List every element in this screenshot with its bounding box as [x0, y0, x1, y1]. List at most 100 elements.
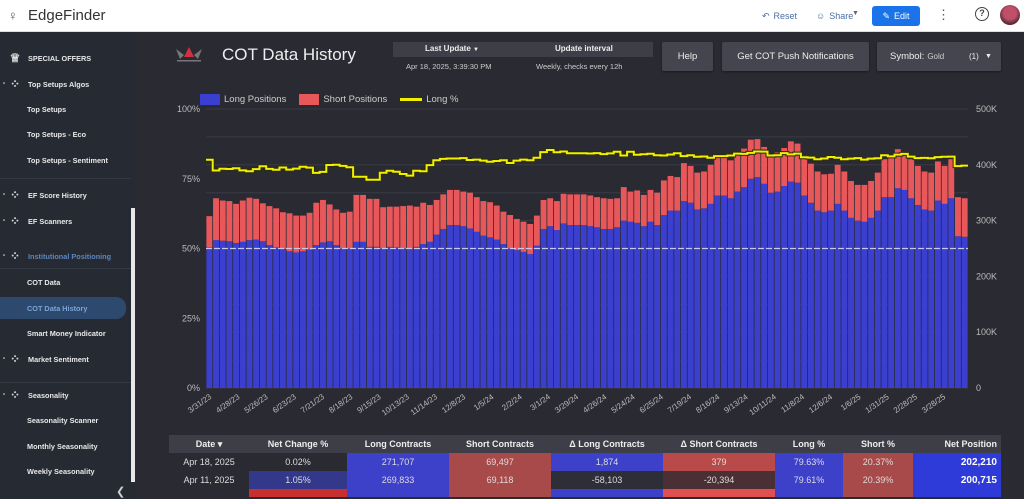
- sidebar-item-weekly-seasonality[interactable]: Weekly Seasonality: [0, 463, 131, 479]
- column-header[interactable]: Short %: [860, 439, 895, 449]
- sidebar-item-smart-money-indicator[interactable]: Smart Money Indicator: [0, 325, 131, 341]
- sidebar-scrollbar[interactable]: [131, 208, 135, 482]
- bar-long: [680, 201, 687, 388]
- right-axis-tick-label: 500K: [976, 104, 997, 114]
- bar-short: [854, 184, 861, 221]
- bar-long: [553, 230, 560, 388]
- sidebar-item-top-setups-sentiment[interactable]: Top Setups - Sentiment: [0, 152, 131, 168]
- sidebar-item-ef-scanners[interactable]: • ⁘ EF Scanners: [0, 213, 131, 229]
- share-button[interactable]: ☺ Share: [810, 6, 859, 26]
- bar-short: [841, 171, 848, 211]
- table-row[interactable]: Apr 18, 2025 0.02% 271,707 69,497 1,874 379 79…: [169, 453, 1001, 471]
- trophy-icon: ♕: [9, 51, 21, 65]
- column-header[interactable]: Long Contracts: [364, 439, 432, 449]
- right-axis-tick-label: 100K: [976, 327, 997, 337]
- bar-short: [507, 215, 514, 249]
- x-axis-tick-label: 3/31/23: [186, 392, 213, 415]
- bar-long: [841, 210, 848, 388]
- bar-short: [340, 212, 346, 249]
- x-axis-tick-label: 1/5/24: [472, 392, 496, 412]
- left-axis-tick-label: 75%: [182, 174, 200, 184]
- sidebar-item-label: Top Setups Algos: [28, 79, 90, 89]
- sidebar-item-cot-data-history[interactable]: COT Data History: [0, 297, 126, 319]
- sidebar-item-monthly-seasonality[interactable]: Monthly Seasonality: [0, 438, 131, 454]
- bar-short: [620, 187, 627, 221]
- symbol-count: (1): [969, 52, 979, 61]
- bar-long: [701, 208, 707, 388]
- bar-short: [587, 195, 594, 227]
- x-axis-tick-label: 3/1/24: [529, 392, 553, 412]
- sidebar-item-seasonality[interactable]: • ⁘ Seasonality: [0, 387, 131, 403]
- sidebar-item-ef-score-history[interactable]: • ⁘ EF Score History: [0, 187, 131, 203]
- sidebar-item-special-offers[interactable]: ♕ SPECIAL OFFERS: [0, 50, 131, 66]
- edit-button[interactable]: ✎ Edit: [872, 6, 920, 26]
- help-icon[interactable]: ?: [975, 7, 989, 21]
- bar-short: [667, 175, 674, 211]
- bar-long: [467, 228, 473, 388]
- column-header[interactable]: Long %: [792, 439, 826, 449]
- bar-long: [714, 195, 721, 388]
- bar-short: [326, 204, 333, 242]
- bar-long: [941, 203, 948, 388]
- reset-button[interactable]: ↶ Reset: [756, 6, 803, 26]
- chart-legend: Long Positions Short Positions Long %: [200, 94, 466, 105]
- top-bar: ♀ EdgeFinder ↶ Reset ☺ Share ▼ ✎ Edit ⋮ ?: [0, 0, 1024, 32]
- legend-short[interactable]: Short Positions: [299, 94, 387, 105]
- symbol-dropdown[interactable]: Symbol: Gold (1) ▼: [877, 42, 1001, 71]
- bar-long: [614, 227, 621, 388]
- sidebar-item-top-setups-eco[interactable]: Top Setups - Eco: [0, 126, 131, 142]
- sidebar-item-cot-data[interactable]: COT Data: [0, 274, 131, 290]
- bar-long: [861, 221, 868, 388]
- bar-long: [801, 195, 808, 388]
- bar-long: [326, 241, 333, 388]
- x-axis-tick-label: 10/11/24: [748, 392, 779, 417]
- sidebar-item-label: Market Sentiment: [28, 354, 89, 364]
- sidebar-item-top-setups[interactable]: Top Setups: [0, 101, 131, 117]
- legend-long[interactable]: Long Positions: [200, 94, 286, 105]
- bar-long: [627, 221, 634, 388]
- column-header[interactable]: Δ Long Contracts: [569, 439, 645, 449]
- update-interval-header: Update interval: [555, 44, 613, 53]
- cot-table: Date ▾ Net Change % Long Contracts Short Co…: [169, 435, 1001, 497]
- last-update-header[interactable]: Last Update ▼: [425, 44, 479, 53]
- sidebar-item-seasonality-scanner[interactable]: Seasonality Scanner: [0, 412, 131, 428]
- bar-long: [754, 177, 761, 388]
- bar-long: [513, 250, 520, 388]
- column-header[interactable]: Date ▾: [195, 438, 223, 449]
- table-cell: 20.37%: [843, 453, 913, 471]
- avatar[interactable]: [1000, 5, 1020, 25]
- sidebar-item-institutional-positioning[interactable]: • ⁘ Institutional Positioning: [0, 248, 131, 264]
- bar-long: [507, 248, 514, 388]
- column-header[interactable]: Net Change %: [267, 439, 329, 449]
- column-header[interactable]: Short Contracts: [465, 439, 534, 449]
- legend-long-pct[interactable]: Long %: [400, 94, 458, 105]
- bar-long: [721, 195, 727, 388]
- collapse-sidebar-icon[interactable]: ❮: [116, 486, 126, 498]
- bar-long: [654, 225, 661, 388]
- table-row[interactable]: Apr 11, 2025 1.05% 269,833 69,118 -58,103 -20…: [169, 471, 1001, 489]
- column-header[interactable]: Net Position: [944, 439, 997, 449]
- bar-long: [961, 236, 968, 388]
- x-axis-tick-label: 5/26/23: [243, 392, 270, 415]
- expand-bullet-icon: •: [2, 253, 6, 259]
- x-axis-tick-label: 6/25/24: [638, 392, 665, 415]
- help-button[interactable]: Help: [662, 42, 713, 71]
- bar-long: [239, 241, 246, 388]
- update-interval-value: Weekly, checks every 12h: [536, 62, 623, 71]
- push-notifications-button[interactable]: Get COT Push Notifications: [722, 42, 869, 71]
- share-dropdown-icon[interactable]: ▼: [852, 10, 859, 17]
- column-header[interactable]: Δ Short Contracts: [680, 439, 758, 449]
- bar-long: [607, 228, 614, 388]
- bar-long: [781, 186, 788, 388]
- x-axis-tick-label: 3/28/25: [920, 392, 947, 415]
- table-row-partial[interactable]: [169, 489, 1001, 497]
- sidebar-item-top-setups-algos[interactable]: • ⁘ Top Setups Algos: [0, 76, 131, 92]
- bar-long: [253, 239, 260, 388]
- app-logo[interactable]: ♀ EdgeFinder: [8, 7, 106, 24]
- bar-short: [734, 154, 741, 192]
- sidebar-item-market-sentiment[interactable]: • ⁘ Market Sentiment: [0, 351, 131, 367]
- bar-long: [747, 178, 754, 388]
- bar-long: [707, 203, 714, 388]
- x-axis-tick-label: 11/8/24: [779, 392, 806, 415]
- more-options-icon[interactable]: ⋮: [937, 7, 950, 22]
